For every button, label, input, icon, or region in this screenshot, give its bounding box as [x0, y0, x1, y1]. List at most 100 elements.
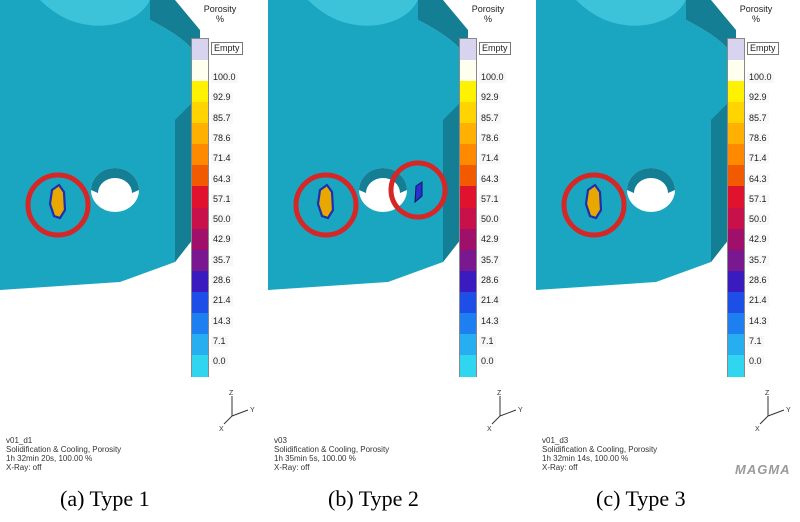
- color-bar-segment: [460, 102, 476, 124]
- scale-value-label: 14.3: [479, 315, 501, 327]
- color-bar-segment: [192, 207, 208, 230]
- simulation-panel-type2: Porosity% Empty 100.0 92.9 85.7 78.6 71.4 64.3 5…: [268, 0, 532, 480]
- color-bar-segment: [728, 354, 744, 377]
- color-bar-segment: [460, 81, 476, 103]
- color-bar-segment: [728, 144, 744, 166]
- defect-highlight-circle-2: [388, 160, 448, 220]
- color-bar-segment: [192, 249, 208, 272]
- color-bar-segment: [460, 354, 476, 377]
- result-type: Solidification & Cooling, Porosity: [6, 445, 122, 454]
- axis-z-label: Z: [229, 390, 234, 397]
- run-info: v01_d1 Solidification & Cooling, Porosity…: [6, 436, 121, 472]
- color-bar-segment: [460, 186, 476, 208]
- result-type: Solidification & Cooling, Porosity: [542, 445, 658, 454]
- axis-y-label: Y: [518, 407, 523, 414]
- run-name: v01_d3: [542, 436, 569, 445]
- color-bar-segment: [460, 39, 476, 61]
- result-time: 1h 32min 14s, 100.00 %: [542, 454, 629, 463]
- run-name: v03: [274, 436, 287, 445]
- scale-value-label: 57.1: [211, 193, 233, 205]
- color-bar-segment: [192, 144, 208, 166]
- scale-value-label: 7.1: [479, 335, 496, 347]
- scale-value-label: 71.4: [211, 153, 233, 165]
- color-bar-segment: [192, 354, 208, 377]
- axis-x-label: X: [487, 426, 492, 433]
- scale-value-label: 78.6: [479, 132, 501, 144]
- scale-title-line1: Porosity: [203, 4, 237, 14]
- color-bar-segment: [728, 123, 744, 145]
- run-name: v01_d1: [6, 436, 33, 445]
- axis-triad: Z Y X: [219, 390, 255, 433]
- color-bar-segment: [192, 123, 208, 145]
- caption-type2: (b) Type 2: [328, 486, 419, 511]
- empty-label: Empty: [479, 42, 511, 55]
- scale-value-label: 21.4: [211, 295, 233, 307]
- color-bar-segment: [192, 165, 208, 187]
- scale-title-line2: %: [751, 14, 760, 24]
- empty-label: Empty: [211, 42, 243, 55]
- porosity-scale-title: Porosity%: [192, 4, 248, 24]
- casting-side-face: [150, 0, 200, 60]
- scale-value-label: 50.0: [479, 214, 501, 226]
- color-bar-segment: [192, 186, 208, 208]
- simulation-panel-type1: Porosity% Empty 100.0 92.9 85.7 78.6 71.4 64.3 5…: [0, 0, 264, 480]
- defect-highlight-circle: [293, 172, 359, 238]
- color-bar-segment: [460, 249, 476, 272]
- color-bar-segment: [192, 39, 208, 61]
- porosity-defect: [48, 183, 67, 220]
- color-bar-segment: [192, 291, 208, 314]
- axis-triad: Z Y X: [487, 390, 523, 433]
- defect-highlight-circle: [561, 172, 627, 238]
- caption-type1: (a) Type 1: [60, 486, 150, 511]
- color-bar-segment: [460, 270, 476, 293]
- color-bar-segment: [728, 228, 744, 251]
- run-info: v01_d3 Solidification & Cooling, Porosity…: [542, 436, 657, 472]
- porosity-scale-title: Porosity%: [460, 4, 516, 24]
- result-time: 1h 32min 20s, 100.00 %: [6, 454, 93, 463]
- scale-value-label: 42.9: [211, 234, 233, 246]
- bolt-hole-bore: [91, 168, 139, 193]
- scale-value-label: 28.6: [479, 275, 501, 286]
- scale-title-line1: Porosity: [471, 4, 505, 14]
- color-bar-segment: [728, 312, 744, 335]
- bolt-hole-bore: [627, 168, 675, 193]
- casting-top-face: [308, 0, 418, 26]
- color-bar-segment: [460, 144, 476, 166]
- axis-z-label: Z: [765, 390, 770, 397]
- scale-value-label: 78.6: [747, 132, 769, 144]
- color-bar-segment: [728, 81, 744, 103]
- scale-value-label: 42.9: [479, 234, 501, 246]
- color-bar-segment: [728, 60, 744, 82]
- scale-value-label: 92.9: [211, 92, 233, 104]
- casting-part-view: [536, 0, 736, 290]
- color-bar-segment: [460, 228, 476, 251]
- scale-value-label: 92.9: [747, 92, 769, 104]
- scale-value-label: 100.0: [211, 72, 238, 83]
- scale-value-label: 35.7: [747, 254, 769, 266]
- result-time: 1h 35min 5s, 100.00 %: [274, 454, 356, 463]
- xray-status: X-Ray: off: [274, 463, 310, 472]
- porosity-color-bar: [191, 38, 209, 377]
- scale-value-label: 21.4: [747, 295, 769, 307]
- porosity-color-bar: [727, 38, 745, 377]
- scale-title-line2: %: [215, 14, 224, 24]
- axis-y-label: Y: [250, 407, 255, 414]
- xray-status: X-Ray: off: [542, 463, 578, 472]
- casting-part-view: [268, 0, 468, 290]
- defect-highlight-circle: [25, 172, 91, 238]
- result-type: Solidification & Cooling, Porosity: [274, 445, 390, 454]
- color-bar-segment: [728, 102, 744, 124]
- scale-value-label: 85.7: [747, 112, 769, 124]
- scale-value-label: 7.1: [747, 335, 764, 347]
- scale-value-label: 35.7: [211, 254, 233, 266]
- xray-status: X-Ray: off: [6, 463, 42, 472]
- scale-value-label: 28.6: [211, 275, 233, 286]
- axis-z-label: Z: [497, 390, 502, 397]
- scale-value-label: 85.7: [479, 112, 501, 124]
- color-bar-segment: [460, 165, 476, 187]
- scale-value-label: 28.6: [747, 275, 769, 286]
- scale-value-label: 85.7: [211, 112, 233, 124]
- casting-body: [0, 0, 200, 290]
- scale-value-label: 0.0: [211, 356, 228, 368]
- scale-value-label: 92.9: [479, 92, 501, 104]
